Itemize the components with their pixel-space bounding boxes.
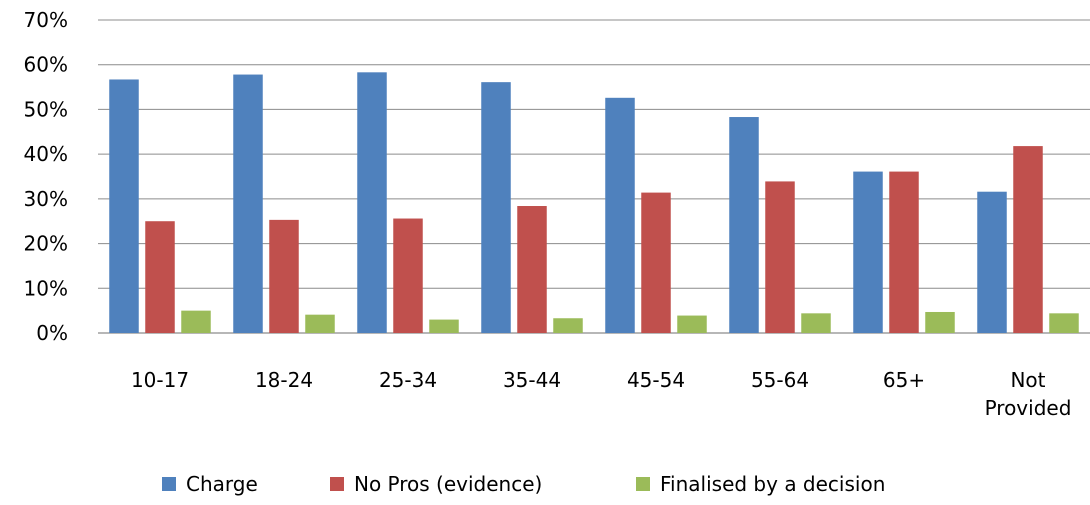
legend-label: Finalised by a decision [660,472,885,496]
bar-finalised-by-a-decision-5 [801,313,831,333]
bar-finalised-by-a-decision-3 [553,318,583,333]
bar-finalised-by-a-decision-7 [1049,313,1079,333]
x-tick-label: 45-54 [627,368,685,392]
bar-no-pros-evidence-5 [765,181,795,333]
bar-finalised-by-a-decision-2 [429,319,459,333]
bar-no-pros-evidence-1 [269,219,299,333]
bar-charge-2 [357,72,387,334]
bar-finalised-by-a-decision-6 [925,311,955,333]
bar-no-pros-evidence-4 [641,192,671,333]
legend-swatch [636,477,650,491]
x-tick-label: 18-24 [255,368,313,392]
y-tick-label: 10% [24,276,68,300]
x-tick-label: 55-64 [751,368,809,392]
legend-label: Charge [186,472,258,496]
y-tick-label: 70% [24,8,68,32]
bar-no-pros-evidence-6 [889,171,919,333]
gridlines [98,19,1090,334]
bar-no-pros-evidence-0 [145,221,175,333]
bar-no-pros-evidence-7 [1013,146,1043,333]
x-tick-label: Not Provided [985,368,1072,420]
x-tick-label: 10-17 [131,368,189,392]
bar-no-pros-evidence-2 [393,218,423,333]
y-tick-label: 50% [24,97,68,121]
bar-finalised-by-a-decision-0 [181,310,211,333]
y-tick-label: 0% [36,321,68,345]
y-tick-label: 40% [24,142,68,166]
bar-no-pros-evidence-3 [517,206,547,333]
bar-charge-6 [853,171,883,333]
y-tick-label: 60% [24,53,68,77]
bar-charge-7 [977,191,1007,333]
bar-charge-5 [729,117,759,333]
bars [109,72,1079,334]
bar-charge-3 [481,82,511,333]
bar-charge-0 [109,79,139,333]
legend: Charge No Pros (evidence) Finalised by a d… [162,472,885,496]
legend-swatch [162,477,176,491]
x-tick-label: 65+ [883,368,925,392]
legend-label: No Pros (evidence) [354,472,542,496]
y-tick-label: 30% [24,187,68,211]
y-axis-ticks: 0% 10% 20% 30% 40% 50% 60% 70% [24,8,68,345]
bar-charge-4 [605,97,635,333]
y-tick-label: 20% [24,232,68,256]
bar-finalised-by-a-decision-1 [305,314,335,333]
legend-swatch [330,477,344,491]
bar-charge-1 [233,74,263,334]
x-axis-ticks: 10-17 18-24 25-34 35-44 45-54 55-64 65+ Not Prov… [131,368,1071,420]
x-tick-label: 25-34 [379,368,437,392]
bar-finalised-by-a-decision-4 [677,315,707,333]
x-tick-label: 35-44 [503,368,561,392]
